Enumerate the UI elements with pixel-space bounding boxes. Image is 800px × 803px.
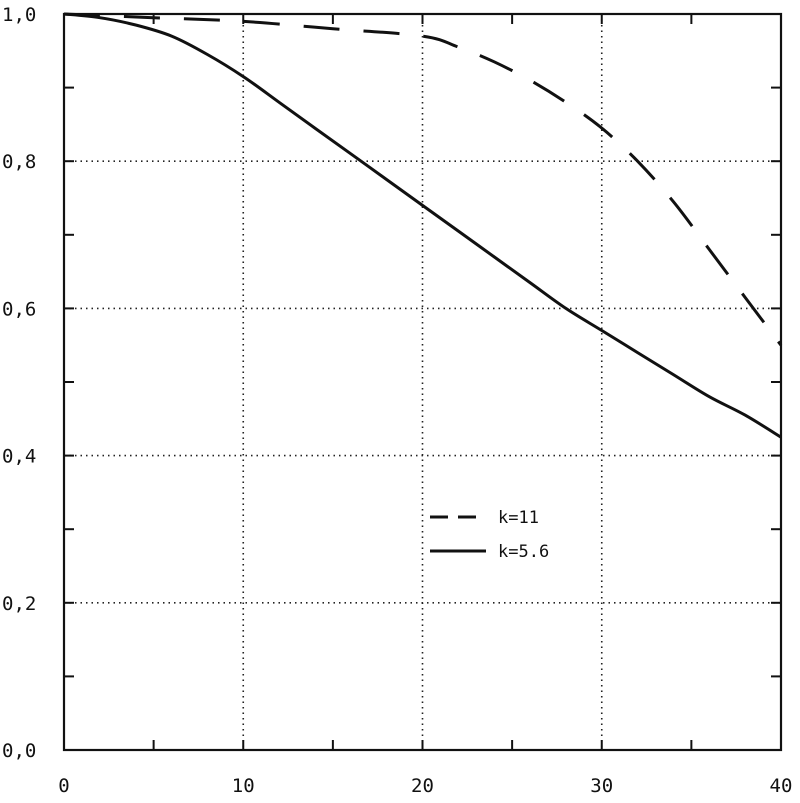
y-tick-label-0: 0,0	[2, 740, 36, 762]
x-tick-label-1: 10	[232, 775, 255, 797]
y-tick-label-3: 0,6	[2, 298, 36, 320]
legend-label-1: k=5.6	[498, 542, 549, 562]
x-tick-labels: 0 10 20 30 40	[58, 775, 792, 797]
plot-frame	[62, 12, 783, 752]
legend: k=11 k=5.6	[430, 508, 549, 562]
x-tick-label-3: 30	[590, 775, 613, 797]
y-tick-label-5: 1,0	[2, 4, 36, 26]
x-tick-label-4: 40	[770, 775, 793, 797]
y-tick-label-4: 0,8	[2, 151, 36, 173]
y-tick-label-1: 0,2	[2, 593, 36, 615]
legend-label-0: k=11	[498, 508, 539, 528]
series-lines	[63, 12, 783, 439]
y-tick-label-2: 0,4	[2, 446, 36, 468]
grid-lines	[64, 14, 781, 750]
series-line-solid	[63, 12, 782, 439]
x-tick-label-0: 0	[58, 775, 69, 797]
x-tick-label-2: 20	[411, 775, 434, 797]
y-tick-labels: 0,0 0,2 0,4 0,6 0,8 1,0	[2, 4, 36, 762]
axis-ticks	[64, 14, 781, 750]
